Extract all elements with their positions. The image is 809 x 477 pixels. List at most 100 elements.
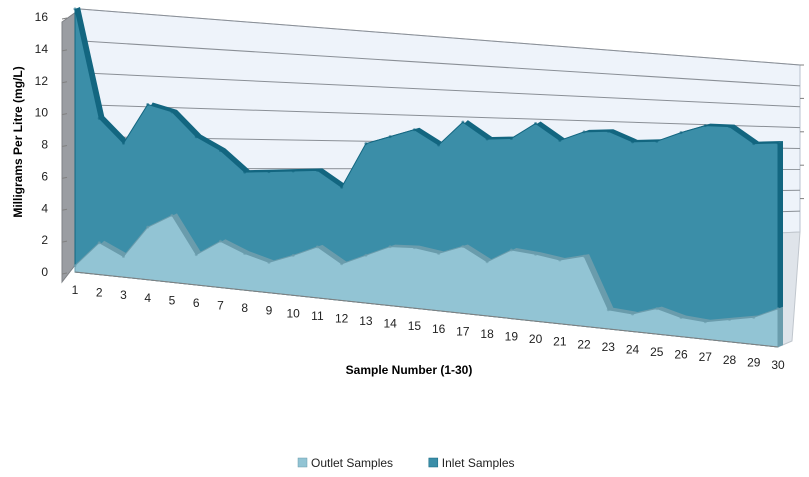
y-axis-title: Milligrams Per Litre (mg/L) bbox=[11, 66, 25, 217]
data-point bbox=[412, 128, 416, 132]
series-area-end bbox=[778, 141, 783, 347]
x-tick-label: 29 bbox=[747, 355, 761, 369]
data-point bbox=[752, 315, 756, 319]
data-point bbox=[728, 318, 732, 322]
data-point bbox=[631, 140, 635, 144]
data-point bbox=[679, 316, 683, 320]
gridline bbox=[79, 8, 801, 66]
data-point bbox=[703, 124, 707, 128]
x-tick-label: 23 bbox=[602, 340, 616, 354]
data-point bbox=[73, 7, 77, 11]
data-point bbox=[437, 251, 441, 255]
x-tick-label: 4 bbox=[144, 291, 151, 305]
data-point bbox=[194, 135, 198, 139]
data-point bbox=[267, 260, 271, 264]
legend-label: Inlet Samples bbox=[442, 456, 515, 470]
data-point bbox=[631, 312, 635, 316]
data-point bbox=[582, 254, 586, 258]
y-tick-mark bbox=[61, 145, 68, 147]
x-tick-label: 10 bbox=[286, 306, 300, 320]
legend-label: Outlet Samples bbox=[311, 456, 393, 470]
data-point bbox=[509, 248, 513, 252]
data-point bbox=[340, 262, 344, 266]
legend-swatch bbox=[428, 457, 439, 468]
x-tick-label: 24 bbox=[626, 342, 640, 356]
data-point bbox=[243, 251, 247, 255]
x-tick-label: 16 bbox=[432, 322, 446, 336]
data-point bbox=[243, 170, 247, 174]
data-point bbox=[218, 239, 222, 243]
data-point bbox=[388, 245, 392, 249]
x-tick-label: 22 bbox=[577, 337, 591, 351]
data-point bbox=[315, 168, 319, 172]
x-tick-label: 28 bbox=[723, 353, 737, 367]
x-tick-label: 30 bbox=[771, 358, 785, 372]
legend-swatch bbox=[297, 457, 308, 468]
data-point bbox=[776, 141, 780, 145]
data-point bbox=[291, 253, 295, 257]
data-point bbox=[752, 142, 756, 146]
data-point bbox=[534, 252, 538, 256]
data-point bbox=[170, 110, 174, 114]
data-point bbox=[97, 241, 101, 245]
series-area-top bbox=[75, 213, 783, 322]
x-tick-label: 17 bbox=[456, 324, 470, 338]
data-point bbox=[461, 244, 465, 248]
data-point bbox=[97, 116, 101, 120]
data-point bbox=[606, 308, 610, 312]
x-tick-label: 12 bbox=[335, 311, 349, 325]
x-tick-label: 9 bbox=[266, 304, 273, 318]
x-tick-label: 3 bbox=[120, 288, 127, 302]
x-tick-label: 14 bbox=[383, 317, 397, 331]
data-point bbox=[582, 130, 586, 134]
y-tick-label: 6 bbox=[41, 169, 48, 183]
x-tick-label: 1 bbox=[72, 283, 79, 297]
x-tick-label: 21 bbox=[553, 335, 567, 349]
data-point bbox=[73, 264, 77, 268]
y-tick-label: 16 bbox=[35, 10, 49, 24]
y-tick-label: 0 bbox=[41, 265, 48, 279]
y-tick-mark bbox=[61, 81, 68, 84]
data-point bbox=[485, 260, 489, 264]
x-tick-label: 15 bbox=[408, 319, 422, 333]
data-point bbox=[534, 122, 538, 126]
x-tick-label: 20 bbox=[529, 332, 543, 346]
data-point bbox=[388, 135, 392, 139]
x-tick-label: 19 bbox=[505, 330, 519, 344]
data-point bbox=[728, 125, 732, 129]
gridline bbox=[79, 104, 801, 129]
x-tick-label: 5 bbox=[169, 293, 176, 307]
data-point bbox=[412, 246, 416, 250]
x-tick-label: 18 bbox=[480, 327, 494, 341]
y-tick-mark bbox=[61, 208, 68, 211]
series-area-end bbox=[778, 306, 783, 347]
data-point bbox=[558, 138, 562, 142]
data-point bbox=[437, 143, 441, 147]
x-tick-label: 6 bbox=[193, 296, 200, 310]
data-point bbox=[655, 307, 659, 311]
data-point bbox=[121, 254, 125, 258]
x-tick-label: 25 bbox=[650, 345, 664, 359]
y-tick-mark bbox=[61, 113, 68, 116]
y-tick-label: 8 bbox=[41, 138, 48, 152]
x-tick-label: 7 bbox=[217, 299, 224, 313]
y-tick-mark bbox=[61, 17, 68, 20]
data-point bbox=[558, 258, 562, 262]
data-point bbox=[121, 141, 125, 145]
data-point bbox=[703, 320, 707, 324]
x-tick-label: 11 bbox=[311, 309, 324, 323]
y-tick-mark bbox=[61, 240, 68, 243]
x-tick-label: 2 bbox=[96, 286, 103, 300]
y-tick-label: 10 bbox=[35, 106, 49, 120]
data-point bbox=[146, 102, 150, 106]
data-point bbox=[364, 142, 368, 146]
data-point bbox=[485, 137, 489, 141]
data-point bbox=[315, 245, 319, 249]
x-tick-label: 26 bbox=[674, 348, 688, 362]
y-tick-mark bbox=[61, 272, 68, 275]
x-axis-title: Sample Number (1-30) bbox=[346, 363, 473, 377]
x-axis-line bbox=[74, 271, 779, 348]
data-point bbox=[364, 253, 368, 257]
data-point bbox=[194, 253, 198, 257]
